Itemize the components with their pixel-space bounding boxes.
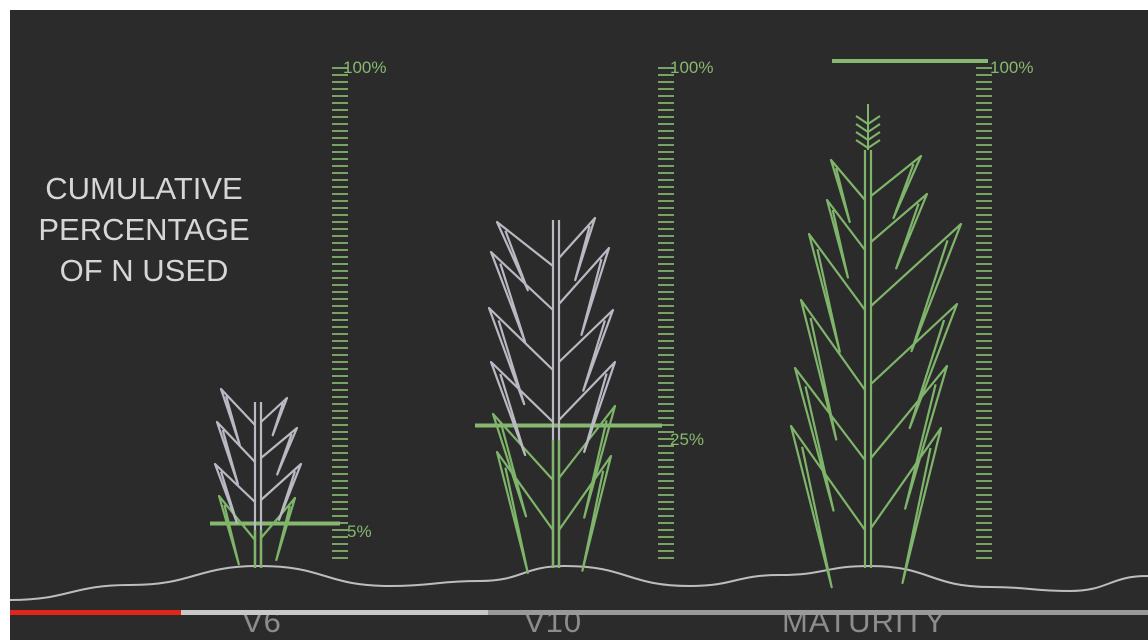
corn-leaf [807,232,866,353]
corn-leaf [491,412,554,518]
corn-leaf [799,298,866,441]
corn-leaf [870,222,963,353]
corn-leaf [793,366,866,512]
scale-max-label-v6: 100% [343,58,387,77]
corn-leaf [558,216,597,282]
tassel-branch [855,131,869,141]
corn-leaf [870,192,929,270]
tassel-branch [855,139,869,149]
tassel-branch [867,123,881,133]
corn-leaf [870,364,949,510]
stage-label-v6: V6 [242,604,282,639]
title-line-1: CUMULATIVE [45,171,243,206]
scale-max-label-v10: 100% [670,58,714,77]
ground-curve [10,564,1148,601]
corn-leaf [829,158,866,224]
tassel-branch [867,115,881,125]
corn-leaf [260,462,303,521]
corn-leaf [789,424,866,589]
corn-leaf [870,154,923,220]
video-progress-bar[interactable] [10,610,1148,615]
corn-plants [213,104,963,589]
corn-leaf [870,426,943,585]
corn-leaf [219,387,256,446]
corn-leaf [558,246,611,336]
corn-leaf [558,308,615,392]
corn-leaf [489,250,554,343]
corn-leaf [213,462,256,524]
scale-v10 [475,67,674,559]
progress-loaded [10,610,488,615]
corn-plant-v10 [487,216,617,574]
corn-leaf [558,454,613,572]
corn-leaf [495,450,554,574]
corn-leaf [215,420,256,486]
tassel-branch [855,123,869,133]
corn-leaf [487,306,554,406]
ground-line [10,564,1148,601]
corn-leaf [870,302,959,430]
corn-leaf [558,360,617,453]
corn-leaf [260,396,289,437]
percent-label-v10: 25% [670,430,705,449]
corn-leaf [260,426,299,476]
corn-leaf [260,496,297,562]
chart-title: CUMULATIVE PERCENTAGE OF N USED [18,168,270,291]
scale-max-label-maturity: 100% [990,58,1034,77]
corn-leaf [495,220,554,292]
percentage-scales [210,59,992,559]
tassel-branch [867,139,881,149]
tassel-branch [855,115,869,125]
scale-v6 [210,67,348,559]
stage-label-v10: V10 [524,604,583,639]
scale-maturity [832,59,992,559]
title-line-2: PERCENTAGE [38,212,250,247]
percent-label-v6: 5% [347,522,372,541]
title-line-3: OF N USED [59,253,229,288]
video-frame[interactable]: CUMULATIVE PERCENTAGE OF N USED 100% 100… [10,10,1148,640]
corn-leaf [217,494,256,566]
corn-leaf [489,360,554,457]
corn-plant-v6 [213,387,303,568]
tassel-branch [867,131,881,141]
progress-played [10,610,181,615]
corn-leaf [825,198,866,279]
stage-label-maturity: MATURITY [782,604,947,639]
nitrogen-usage-illustration [10,59,1148,601]
corn-plant-maturity [789,104,963,589]
